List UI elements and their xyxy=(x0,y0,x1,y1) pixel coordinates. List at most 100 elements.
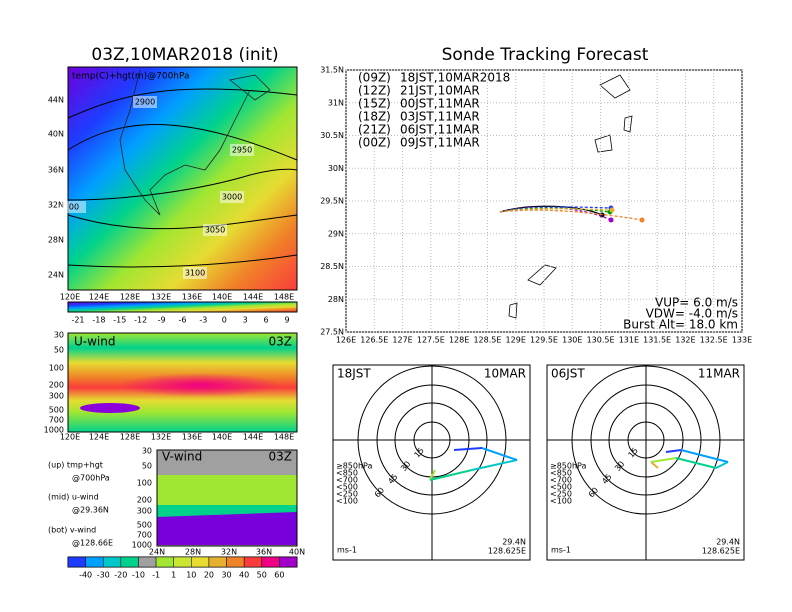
lon-label: 130.5E xyxy=(587,336,615,345)
hodo-legend: <500 xyxy=(550,483,572,492)
hodo-location: 128.625E xyxy=(488,547,526,556)
lat-label: 36N xyxy=(256,548,272,557)
level-label: 1000 xyxy=(44,426,64,435)
launch-jst: 09JST,11MAR xyxy=(400,136,480,150)
level-label: 300 xyxy=(137,507,152,516)
u-wind-title: U-wind xyxy=(74,335,115,349)
colorbar-cell xyxy=(279,556,298,568)
lon-label: 120E xyxy=(60,433,80,442)
u-wind-time: 03Z xyxy=(269,335,293,349)
launch-jst: 00JST,11MAR xyxy=(400,97,480,111)
lon-label: 148E xyxy=(274,293,294,302)
lat-label: 32N xyxy=(48,201,64,210)
lon-label: 127.5E xyxy=(417,336,445,345)
hodo-legend: <100 xyxy=(336,497,358,506)
contour-label: 3050 xyxy=(205,226,225,235)
colorbar-cell xyxy=(138,556,157,568)
lat-label: 29.5N xyxy=(320,197,344,206)
u-wind-min xyxy=(80,403,140,413)
lon-label: 129E xyxy=(506,336,526,345)
contour-label-bg xyxy=(62,201,86,213)
lon-label: 131.5E xyxy=(643,336,671,345)
coastline xyxy=(119,69,271,216)
lon-label: 140E xyxy=(212,433,232,442)
colorbar-label: 9 xyxy=(284,316,289,325)
lon-label: 124E xyxy=(89,433,109,442)
hodo-legend: <500 xyxy=(336,483,358,492)
level-label: 200 xyxy=(49,381,64,390)
lon-label: 132E xyxy=(151,293,171,302)
hodo-trace xyxy=(715,461,729,469)
note: (up) tmp+hgt xyxy=(48,461,103,470)
map-field xyxy=(67,66,298,291)
lat-label: 32N xyxy=(221,548,237,557)
hodo-trace xyxy=(675,457,717,469)
colorbar-cell xyxy=(261,556,280,568)
lat-label: 30N xyxy=(328,164,344,173)
launch-jst: 18JST,10MAR2018 xyxy=(400,71,510,85)
left-title: 03Z,10MAR2018 (init) xyxy=(91,45,278,65)
lon-label: 133E xyxy=(732,336,752,345)
islands xyxy=(508,74,633,319)
colorbar-label: 20 xyxy=(204,571,214,580)
lat-label: 40N xyxy=(48,130,64,139)
level-label: 500 xyxy=(49,406,64,415)
colorbar-cell xyxy=(102,556,122,568)
v-wind-frame xyxy=(156,449,298,547)
lat-label: 29N xyxy=(328,229,344,238)
hodo-time: 06JST xyxy=(551,367,585,381)
jet-core xyxy=(120,373,280,397)
launch-utc: (15Z) xyxy=(358,97,391,111)
lat-label: 28.5N xyxy=(320,262,344,271)
burst-point xyxy=(608,217,614,223)
lon-label: 124E xyxy=(89,293,109,302)
lon-label: 144E xyxy=(243,433,263,442)
hodo-legend: <250 xyxy=(550,490,572,499)
lat-label: 24N xyxy=(149,548,165,557)
hodo-time: 18JST xyxy=(337,367,371,381)
hodo-trace xyxy=(665,449,682,453)
hodo-legend: <250 xyxy=(336,490,358,499)
contour-label-bg xyxy=(203,224,227,236)
level-label: 300 xyxy=(49,392,64,401)
hodo-location: 29.4N xyxy=(502,538,526,547)
level-label: 50 xyxy=(54,346,64,355)
colorbar-label: -9 xyxy=(158,316,166,325)
hodo-legend: <700 xyxy=(550,476,572,485)
hodo-location: 29.4N xyxy=(716,538,740,547)
contour-label-bg xyxy=(183,267,207,279)
hodo-trace xyxy=(650,461,659,469)
hodo-unit: ms-1 xyxy=(551,546,571,555)
colorbar-label: 3 xyxy=(243,316,248,325)
hodo-legend: <850 xyxy=(336,469,358,478)
burst-point xyxy=(639,217,645,223)
lon-label: 128E xyxy=(120,433,140,442)
colorbar-label: 30 xyxy=(221,571,231,580)
v-wind-time: 03Z xyxy=(269,450,293,464)
level-label: 700 xyxy=(49,416,64,425)
level-label: 30 xyxy=(142,447,152,456)
hodo-trace xyxy=(650,457,677,463)
lat-label: 24N xyxy=(48,271,64,280)
level-label: 700 xyxy=(137,531,152,540)
tracking-title: Sonde Tracking Forecast xyxy=(442,45,649,65)
contour-label-bg xyxy=(230,144,254,156)
launch-jst: 06JST,11MAR xyxy=(400,123,480,137)
level-label: 100 xyxy=(137,479,152,488)
colorbar-label: -18 xyxy=(92,316,105,325)
colorbar-label: 10 xyxy=(186,571,196,580)
colorbar-label: 0 xyxy=(222,316,227,325)
colorbar-label: -12 xyxy=(134,316,147,325)
v-wind-title: V-wind xyxy=(162,450,202,464)
colorbar-cell xyxy=(85,556,104,568)
level-label: 100 xyxy=(49,364,64,373)
colorbar-cell xyxy=(208,556,227,568)
level-label: 500 xyxy=(137,521,152,530)
contour-label-bg xyxy=(220,191,244,203)
lat-label: 28N xyxy=(185,548,201,557)
colorbar-cell xyxy=(173,556,192,568)
lon-label: 132E xyxy=(151,433,171,442)
colorbar-label: -1 xyxy=(152,571,160,580)
colorbar-top xyxy=(67,301,298,313)
